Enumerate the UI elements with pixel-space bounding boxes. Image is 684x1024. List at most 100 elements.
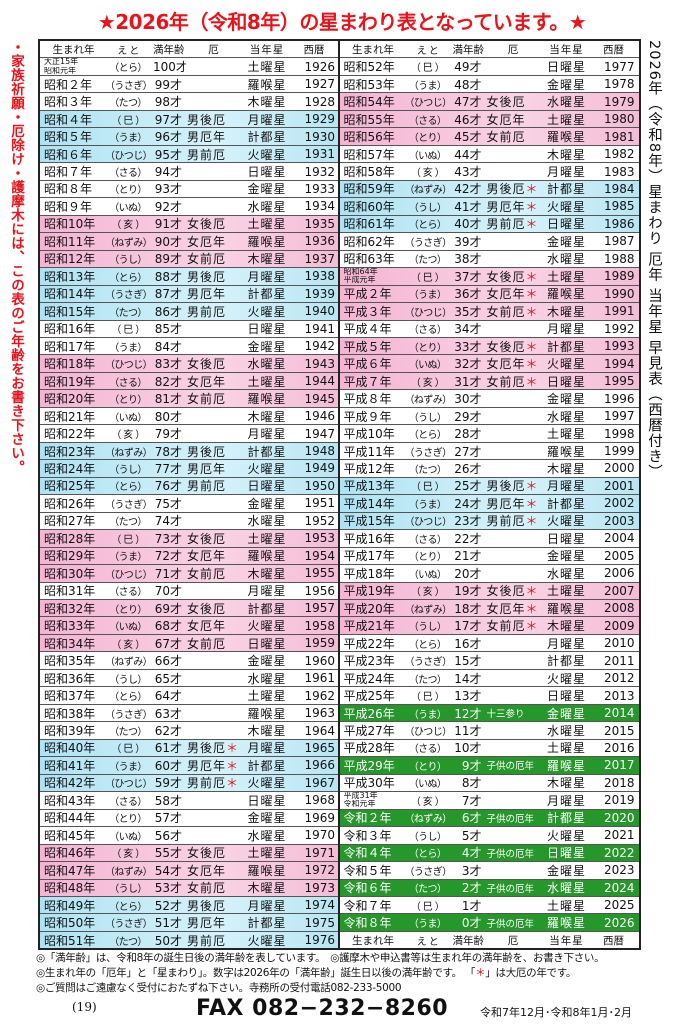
- cell-year: 令和４年: [343, 846, 392, 861]
- table-row: 令和６年 （たつ） 2才 子供の厄年 水曜星 2024: [339, 879, 639, 897]
- big-yaku-mark: ＊: [525, 514, 539, 529]
- cell-eto: （うし）: [109, 464, 147, 476]
- cell-western: 1950: [304, 478, 335, 493]
- cell-eto: （とら）: [109, 482, 147, 494]
- cell-eto: （とら）: [109, 692, 147, 704]
- cell-star: 計都星: [546, 654, 586, 669]
- table-row: 令和８年 （うま） 0才 子供の厄年 羅喉星 2026: [339, 914, 639, 932]
- cell-age: 28才: [454, 427, 482, 442]
- cell-year: 昭和20年: [44, 392, 96, 407]
- cell-eto: （うさぎ）: [105, 709, 152, 721]
- table-row: 平成18年 （いぬ） 20才 水曜星 2006: [339, 565, 639, 583]
- cell-western: 1934: [304, 199, 335, 214]
- cell-age: 20才: [454, 566, 482, 581]
- cell-yaku: 男前厄＊: [187, 776, 240, 791]
- cell-yaku: 男後厄＊: [486, 182, 539, 197]
- cell-year: 令和５年: [343, 863, 392, 878]
- note-line: ◎生まれ年の「厄年」と「星まわり」。数字は2026年の「満年齢」誕生日以後の満年…: [36, 966, 604, 981]
- table-row: 平成７年 （ 亥 ） 31才 女前厄＊ 日曜星 1995: [339, 372, 639, 391]
- table-row: 平成28年 （さる） 10才 土曜星 2016: [339, 740, 639, 758]
- cell-year: 昭和28年: [44, 531, 96, 546]
- cell-star: 羅喉星: [546, 130, 586, 145]
- cell-age: 44才: [454, 147, 482, 162]
- page-number: (19): [72, 1000, 97, 1014]
- cell-year: 令和６年: [343, 881, 392, 896]
- cell-yaku: 男後厄＊: [486, 479, 539, 494]
- cell-year: 昭和26年: [44, 496, 96, 511]
- cell-eto: （うま）: [109, 761, 147, 773]
- cell-star: 木曜星: [546, 304, 586, 319]
- cell-eto: （たつ）: [408, 674, 447, 686]
- cell-age: 61才: [154, 741, 182, 756]
- table-row: 昭和23年 （ねずみ） 78才 男後厄 計都星 1948: [40, 442, 338, 461]
- cell-star: 日曜星: [546, 217, 586, 232]
- cell-star: 水曜星: [247, 514, 287, 529]
- big-yaku-mark: ＊: [525, 584, 539, 599]
- cell-eto: （いぬ）: [408, 569, 447, 581]
- cell-eto: （ひつじ）: [105, 779, 152, 791]
- cell-star: 計都星: [546, 496, 586, 511]
- cell-age: 92才: [154, 199, 182, 214]
- cell-star: 水曜星: [247, 357, 287, 372]
- cell-yaku: 女前厄: [187, 881, 227, 896]
- cell-star: 木曜星: [247, 724, 287, 739]
- cell-star: 火曜星: [546, 357, 586, 372]
- cell-eto: （さる）: [408, 744, 447, 756]
- table-row: 昭和21年 （いぬ） 80才 木曜星 1946: [40, 408, 338, 426]
- cell-age: 18才: [454, 601, 482, 616]
- cell-star: 月曜星: [247, 898, 287, 913]
- cell-year: 昭和12年: [44, 252, 96, 267]
- table-row: 平成３年 （ひつじ） 35才 女前厄＊ 木曜星 1991: [339, 303, 639, 321]
- cell-eto: （うさぎ）: [105, 80, 152, 92]
- cell-eto: （うま）: [408, 499, 447, 511]
- cell-eto: （とり）: [109, 814, 147, 826]
- big-yaku-mark: ＊: [475, 967, 486, 979]
- cell-year: 昭和11年: [44, 234, 96, 249]
- cell-eto: （とり）: [109, 604, 147, 616]
- cell-age: 3才: [461, 863, 482, 878]
- cell-age: 86才: [154, 304, 182, 319]
- cell-star: 火曜星: [546, 514, 586, 529]
- cell-year: 昭和25年: [44, 479, 96, 494]
- table-row: 昭和61年 （とら） 40才 男前厄＊ 日曜星 1986: [339, 215, 639, 234]
- cell-western: 1949: [304, 461, 335, 476]
- table-row: 平成17年 （とり） 21才 金曜星 2005: [339, 548, 639, 566]
- cell-star: 計都星: [247, 130, 287, 145]
- cell-yaku: 男後厄: [187, 444, 227, 459]
- table-row: 昭和53年 （うま） 48才 金曜星 1978: [339, 76, 639, 94]
- cell-star: 日曜星: [546, 374, 586, 389]
- cell-star: 水曜星: [247, 199, 287, 214]
- cell-year: 平成14年: [343, 496, 395, 511]
- cell-yaku: 女前厄＊: [486, 619, 539, 634]
- cell-age: 21才: [454, 549, 482, 564]
- cell-eto: （ 巳 ）: [410, 272, 445, 284]
- table-row: 昭和17年 （うま） 84才 金曜星 1942: [40, 338, 338, 356]
- table-row: 昭和48年 （うし） 53才 女前厄 木曜星 1973: [40, 879, 338, 897]
- cell-yaku: 女前厄: [187, 252, 227, 267]
- cell-western: 1976: [304, 933, 335, 948]
- cell-eto: （いぬ）: [109, 412, 147, 424]
- cell-age: 40才: [454, 217, 482, 232]
- cell-age: 65才: [154, 671, 182, 686]
- cell-year: 昭和44年: [44, 811, 96, 826]
- cell-eto: （ねずみ）: [105, 657, 152, 669]
- cell-western: 1992: [603, 321, 635, 336]
- cell-year: 平成11年: [343, 444, 395, 459]
- cell-yaku: 女後厄: [187, 846, 227, 861]
- cell-star: 金曜星: [247, 496, 287, 511]
- cell-yaku: 女後厄: [187, 357, 227, 372]
- cell-eto: （いぬ）: [109, 831, 147, 843]
- cell-eto: （たつ）: [408, 884, 447, 896]
- cell-yaku: 女前厄: [187, 636, 227, 651]
- cell-star: 月曜星: [247, 427, 287, 442]
- note-line: ◎ご質問はご遠慮なく受付におたずね下さい。寺務所の受付電話082-233-500…: [36, 982, 402, 994]
- cell-age: 30才: [454, 392, 482, 407]
- table-row: 昭和38年 （うさぎ） 63才 羅喉星 1963: [40, 705, 338, 723]
- cell-western: 1931: [304, 147, 335, 162]
- cell-eto: （とら）: [109, 272, 147, 284]
- cell-age: 8才: [461, 776, 482, 791]
- cell-western: 2023: [603, 863, 635, 878]
- cell-year: 平成19年: [343, 584, 395, 599]
- cell-age: 84才: [154, 339, 182, 354]
- cell-western: 1935: [304, 216, 335, 231]
